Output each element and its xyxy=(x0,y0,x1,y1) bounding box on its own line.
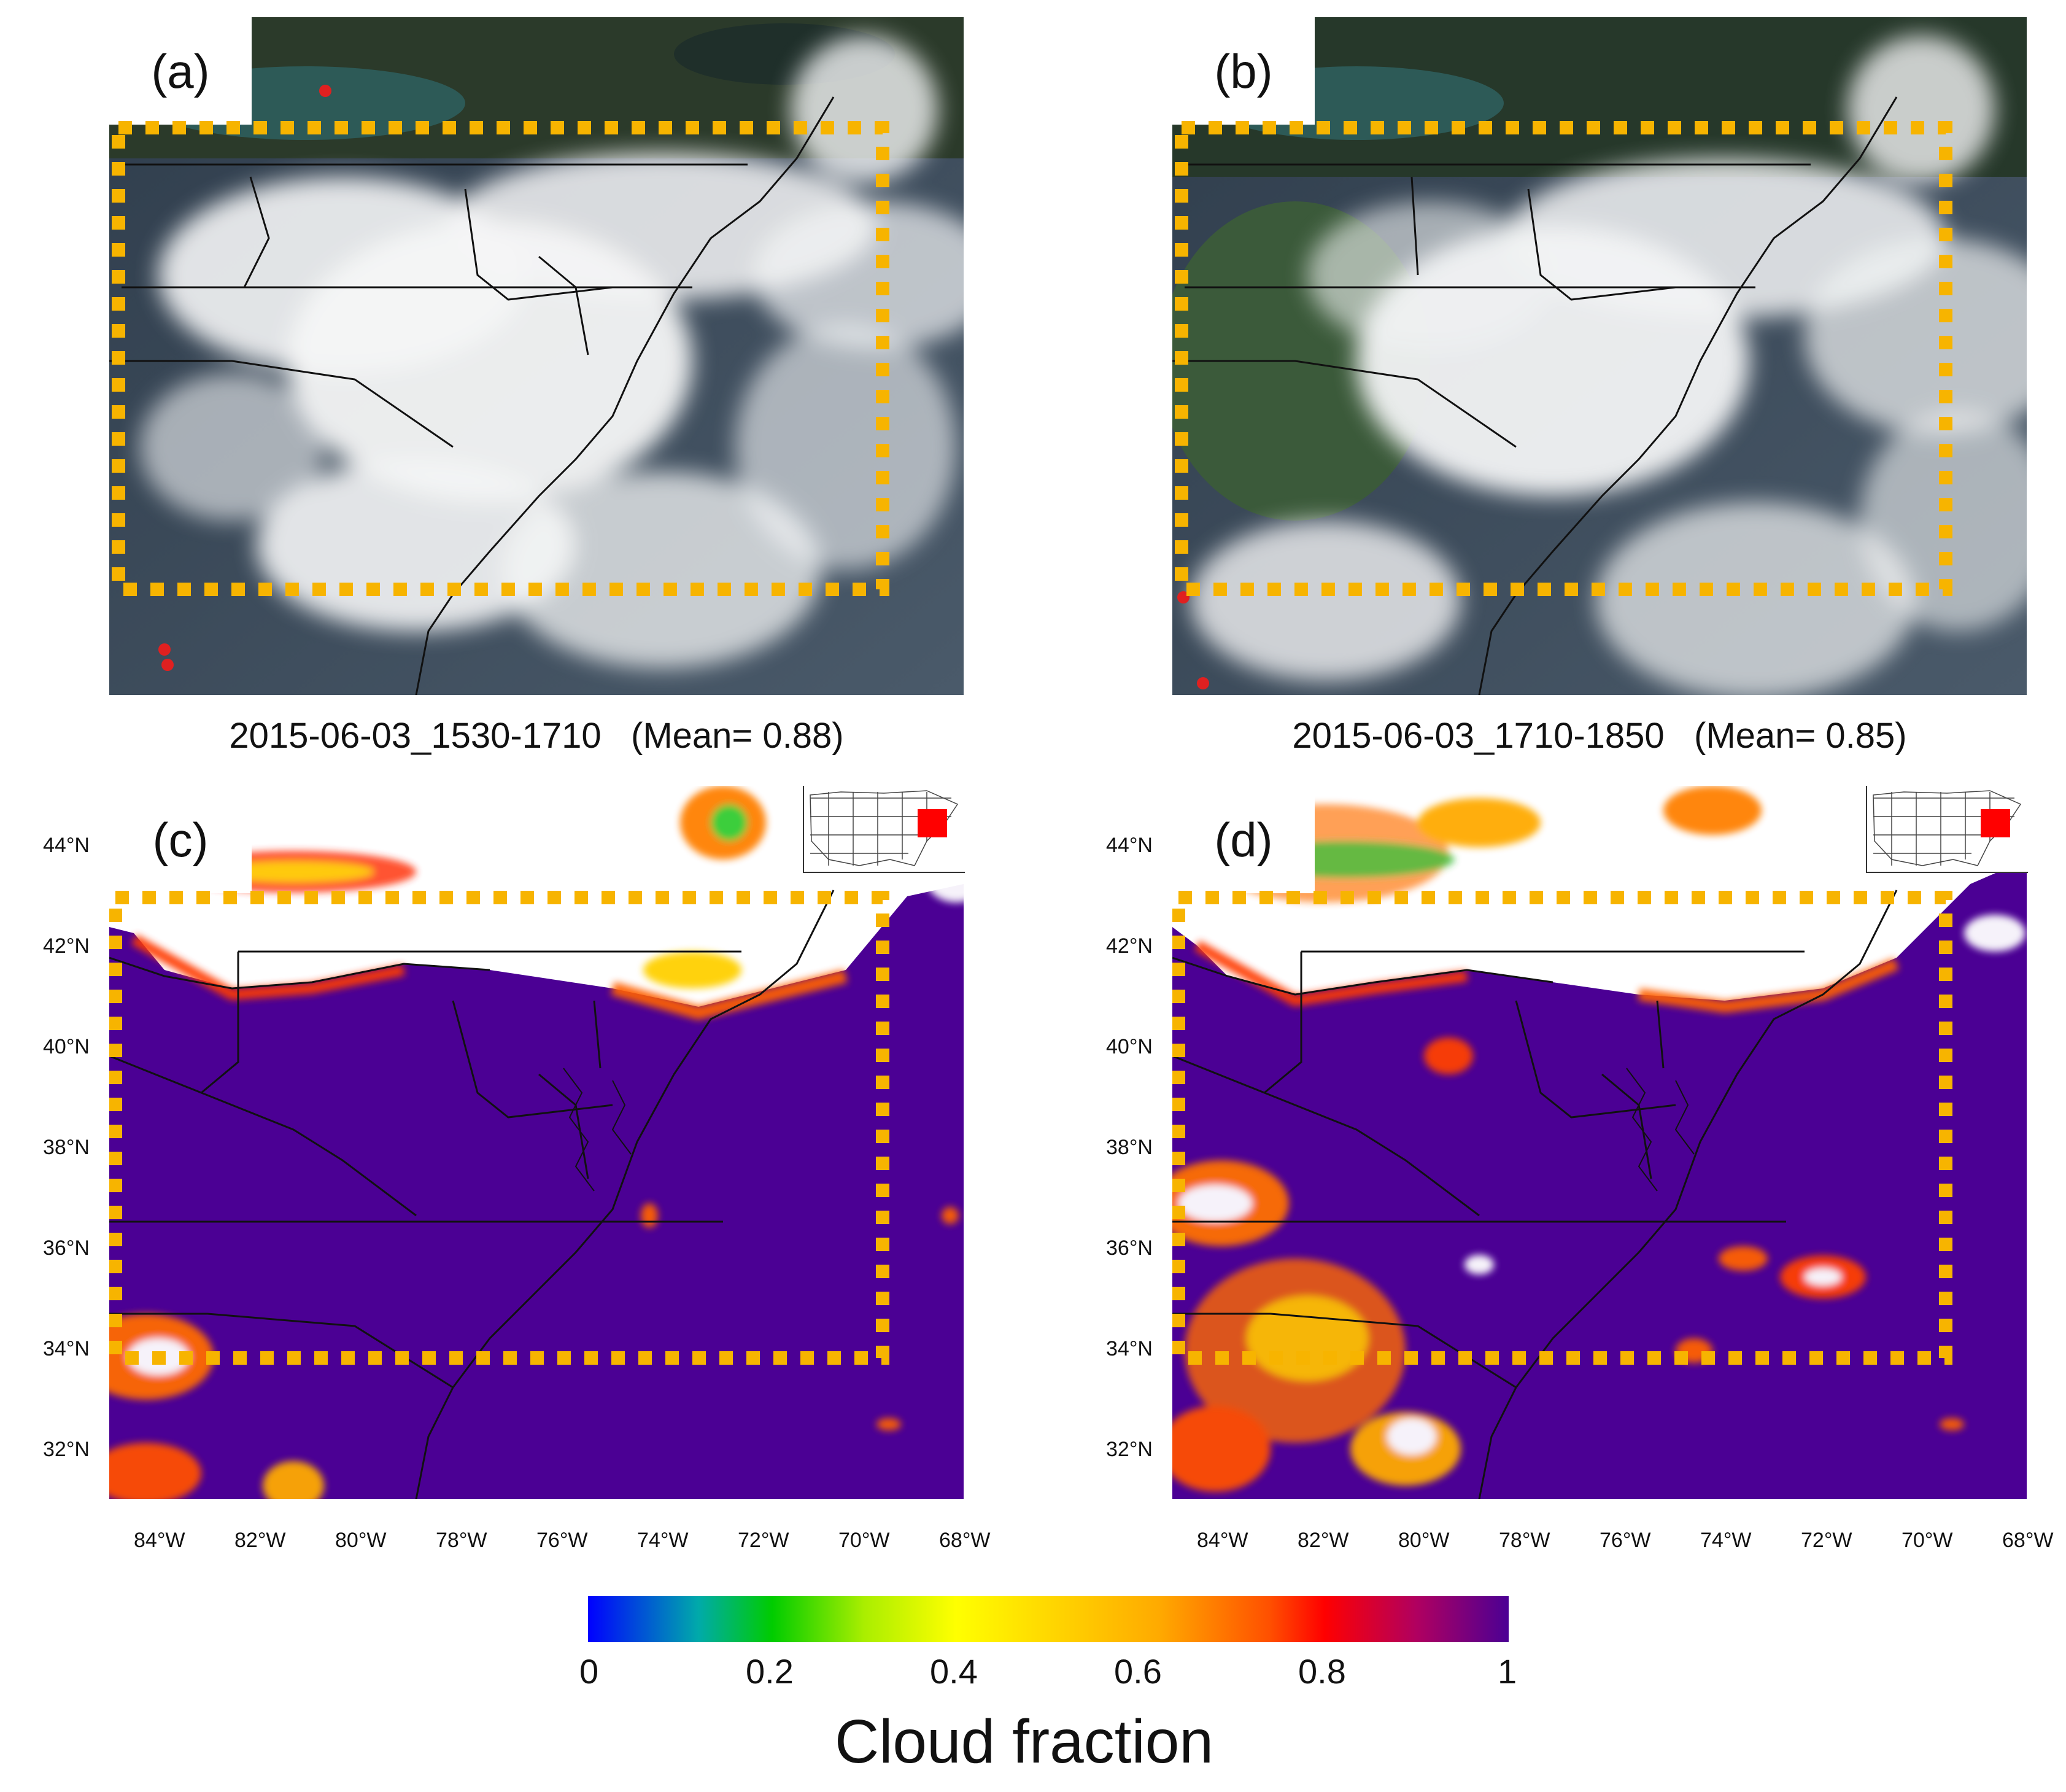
lat-tick: 38°N xyxy=(1106,1136,1153,1159)
subtitle-a-time: 2015-06-03_1530-1710 xyxy=(229,716,602,756)
lon-tick: 70°W xyxy=(1902,1529,1953,1552)
analysis-box-d xyxy=(1172,891,1952,1365)
colorbar-tick: 1 xyxy=(1498,1652,1517,1691)
lat-tick: 44°N xyxy=(1106,834,1153,857)
lat-tick: 40°N xyxy=(43,1035,90,1058)
inset-highlight-c xyxy=(918,809,947,837)
subtitle-a: 2015-06-03_1530-1710 (Mean= 0.88) xyxy=(109,715,964,756)
colorbar-tick: 0.4 xyxy=(930,1652,978,1691)
inset-map-d xyxy=(1866,786,2028,873)
lon-tick: 80°W xyxy=(1398,1529,1450,1552)
panel-label-a: (a) xyxy=(109,17,252,125)
lon-tick: 84°W xyxy=(1197,1529,1248,1552)
colorbar xyxy=(588,1596,1509,1642)
colorbar-tick: 0.2 xyxy=(746,1652,794,1691)
lat-tick: 32°N xyxy=(1106,1438,1153,1461)
subtitle-b: 2015-06-03_1710-1850 (Mean= 0.85) xyxy=(1172,715,2027,756)
panel-label-b: (b) xyxy=(1172,17,1315,125)
inset-highlight-d xyxy=(1981,809,2010,837)
lat-tick: 42°N xyxy=(1106,934,1153,958)
lon-tick: 72°W xyxy=(1801,1529,1852,1552)
panel-c: (c) xyxy=(109,786,965,1499)
analysis-box-c xyxy=(109,891,889,1365)
lat-tick: 36°N xyxy=(43,1236,90,1260)
analysis-box-b xyxy=(1175,121,1952,596)
subtitle-b-time: 2015-06-03_1710-1850 xyxy=(1292,716,1665,756)
lon-tick: 74°W xyxy=(637,1529,689,1552)
lat-tick: 42°N xyxy=(43,934,90,958)
colorbar-title: Cloud fraction xyxy=(835,1707,1213,1776)
panel-a: (a) xyxy=(109,17,964,695)
subtitle-b-mean: (Mean= 0.85) xyxy=(1694,716,1907,756)
lon-tick: 72°W xyxy=(738,1529,789,1552)
analysis-box-a xyxy=(112,121,889,596)
lon-tick: 70°W xyxy=(838,1529,890,1552)
lat-tick: 38°N xyxy=(43,1136,90,1159)
lon-tick: 82°W xyxy=(234,1529,286,1552)
subtitle-a-mean: (Mean= 0.88) xyxy=(631,716,844,756)
lon-tick: 68°W xyxy=(939,1529,991,1552)
lon-tick: 80°W xyxy=(335,1529,387,1552)
lon-tick: 78°W xyxy=(1499,1529,1550,1552)
colorbar-tick: 0.6 xyxy=(1114,1652,1162,1691)
panel-label-d: (d) xyxy=(1172,786,1315,893)
lat-tick: 44°N xyxy=(43,834,90,857)
lon-tick: 78°W xyxy=(436,1529,487,1552)
lat-tick: 34°N xyxy=(43,1337,90,1360)
lon-tick: 76°W xyxy=(1600,1529,1651,1552)
lon-tick: 84°W xyxy=(134,1529,185,1552)
panel-b: (b) xyxy=(1172,17,2027,695)
lon-tick: 74°W xyxy=(1700,1529,1752,1552)
lat-tick: 34°N xyxy=(1106,1337,1153,1360)
lat-tick: 40°N xyxy=(1106,1035,1153,1058)
cloud-fraction-map-d xyxy=(1172,786,2027,1499)
lon-tick: 76°W xyxy=(536,1529,588,1552)
panel-label-c: (c) xyxy=(109,786,252,893)
cloud-fraction-map-c xyxy=(109,786,964,1499)
lon-tick: 82°W xyxy=(1298,1529,1349,1552)
lat-tick: 32°N xyxy=(43,1438,90,1461)
inset-map-c xyxy=(803,786,965,873)
colorbar-tick: 0.8 xyxy=(1298,1652,1346,1691)
panel-d: (d) xyxy=(1172,786,2028,1499)
lon-tick: 68°W xyxy=(2002,1529,2054,1552)
colorbar-tick: 0 xyxy=(579,1652,599,1691)
lat-tick: 36°N xyxy=(1106,1236,1153,1260)
